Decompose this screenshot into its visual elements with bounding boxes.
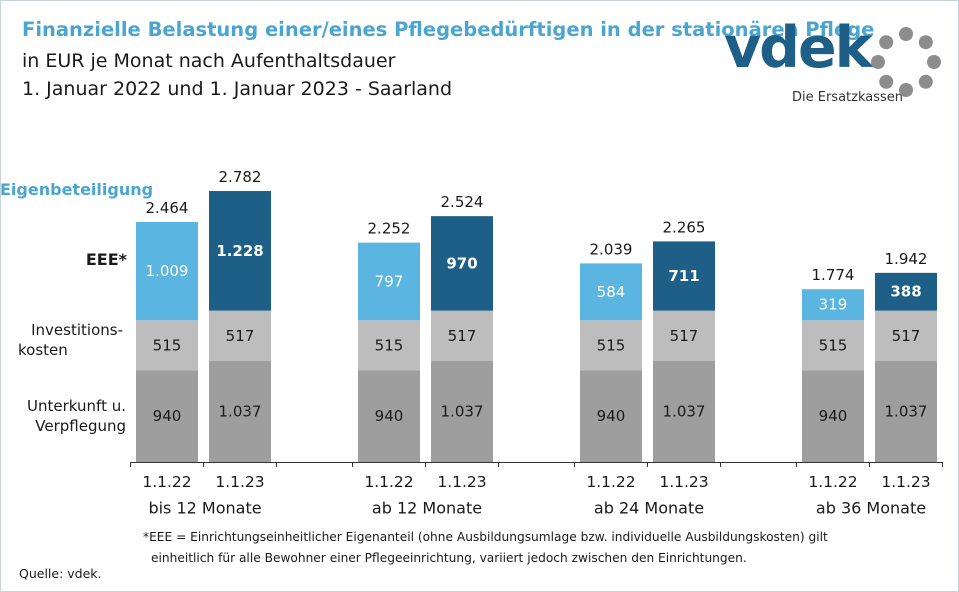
label-investitionskosten: 517 <box>892 327 921 345</box>
source-note: Quelle: vdek. <box>19 566 102 581</box>
label-unterkunft: 940 <box>375 407 404 425</box>
bar-segment-unterkunft <box>431 360 493 462</box>
label-total: 2.265 <box>663 218 706 236</box>
label-investitionskosten: 517 <box>226 327 255 345</box>
bar-segment-eee <box>136 222 198 321</box>
logo-wordmark: vdek <box>724 15 873 81</box>
chart-subtitle-dates: 1. Januar 2022 und 1. Januar 2023 - Saar… <box>22 78 453 100</box>
bar-segment-unterkunft <box>580 370 642 462</box>
x-group-label: bis 12 Monate <box>148 499 261 518</box>
label-investitionskosten: 515 <box>819 336 848 354</box>
bar-segment-investitionskosten <box>209 310 271 361</box>
label-unterkunft: 940 <box>597 407 626 425</box>
label-eee: 797 <box>375 272 404 290</box>
row-label-eigenbeteiligung: Eigenbeteiligung <box>0 180 154 199</box>
bar-segment-unterkunft <box>136 370 198 462</box>
label-investitionskosten: 515 <box>375 336 404 354</box>
x-tick-label-date: 1.1.23 <box>881 473 930 491</box>
label-unterkunft: 940 <box>819 407 848 425</box>
label-eee: 1.228 <box>216 242 263 260</box>
bar-segment-eee <box>875 272 937 311</box>
x-group-label: ab 24 Monate <box>594 499 704 518</box>
bar-segment-investitionskosten <box>580 320 642 371</box>
label-total: 2.464 <box>146 199 189 217</box>
x-tick-label-date: 1.1.22 <box>586 473 635 491</box>
x-tick-label-date: 1.1.22 <box>142 473 191 491</box>
bar-segment-investitionskosten <box>653 310 715 361</box>
row-label-unterkunft-line2: Verpflegung <box>35 417 126 435</box>
label-unterkunft: 1.037 <box>885 402 928 420</box>
bar-segment-eee <box>653 241 715 311</box>
x-tick-label-date: 1.1.23 <box>659 473 708 491</box>
bar-segment-unterkunft <box>209 360 271 462</box>
footnote: *EEE = Einrichtungseinheitlicher Eigenan… <box>143 527 828 569</box>
bar-segment-eee <box>580 263 642 321</box>
label-total: 2.039 <box>590 240 633 258</box>
x-tick-label-date: 1.1.23 <box>215 473 264 491</box>
bar-segment-eee <box>802 289 864 321</box>
label-eee: 388 <box>890 283 921 301</box>
bar-segment-unterkunft <box>875 360 937 462</box>
bar-segment-unterkunft <box>358 370 420 462</box>
label-total: 2.524 <box>441 193 484 211</box>
label-total: 1.942 <box>885 250 928 268</box>
label-total: 2.782 <box>219 168 262 186</box>
bar-segment-unterkunft <box>653 360 715 462</box>
label-eee: 1.009 <box>146 262 189 280</box>
label-investitionskosten: 515 <box>153 336 182 354</box>
row-label-unterkunft-line1: Unterkunft u. <box>27 397 126 415</box>
label-investitionskosten: 515 <box>597 336 626 354</box>
label-eee: 970 <box>446 254 477 272</box>
bar-segment-investitionskosten <box>875 310 937 361</box>
chart-subtitle-unit: in EUR je Monat nach Aufenthaltsdauer <box>22 50 396 72</box>
label-investitionskosten: 517 <box>670 327 699 345</box>
label-eee: 584 <box>597 283 626 301</box>
x-group-label: ab 12 Monate <box>372 499 482 518</box>
x-tick-label-date: 1.1.22 <box>364 473 413 491</box>
label-total: 1.774 <box>812 266 855 284</box>
bar-segment-investitionskosten <box>358 320 420 371</box>
bar-segment-eee <box>209 191 271 311</box>
logo-dots-icon <box>871 27 941 97</box>
x-group-label: ab 36 Monate <box>816 499 926 518</box>
bar-segment-unterkunft <box>802 370 864 462</box>
label-unterkunft: 940 <box>153 407 182 425</box>
row-label-unterkunft: Unterkunft u. Verpflegung <box>0 396 126 436</box>
row-label-invest-line1: Investitions- <box>31 321 123 339</box>
label-unterkunft: 1.037 <box>219 402 262 420</box>
label-eee: 711 <box>668 267 699 285</box>
logo-tagline: Die Ersatzkassen <box>792 90 904 105</box>
row-label-invest-line2: kosten <box>18 341 68 359</box>
vdek-logo: vdek Die Ersatzkassen <box>724 20 948 112</box>
bar-segment-investitionskosten <box>802 320 864 371</box>
label-total: 2.252 <box>368 220 411 238</box>
bar-segment-investitionskosten <box>431 310 493 361</box>
label-unterkunft: 1.037 <box>663 402 706 420</box>
bar-segment-eee <box>358 242 420 321</box>
footnote-line2: einheitlich für alle Bewohner einer Pfle… <box>151 551 747 565</box>
label-investitionskosten: 517 <box>448 327 477 345</box>
bar-segment-investitionskosten <box>136 320 198 371</box>
label-unterkunft: 1.037 <box>441 402 484 420</box>
x-tick-label-date: 1.1.23 <box>437 473 486 491</box>
chart-title: Finanzielle Belastung einer/eines Pflege… <box>22 18 875 41</box>
footnote-line1: *EEE = Einrichtungseinheitlicher Eigenan… <box>143 530 828 544</box>
bar-segment-eee <box>431 216 493 311</box>
x-tick-label-date: 1.1.22 <box>808 473 857 491</box>
row-label-eee: EEE* <box>85 250 127 269</box>
row-label-investitionskosten: Investitions- kosten <box>0 320 123 360</box>
label-eee: 319 <box>819 296 848 314</box>
